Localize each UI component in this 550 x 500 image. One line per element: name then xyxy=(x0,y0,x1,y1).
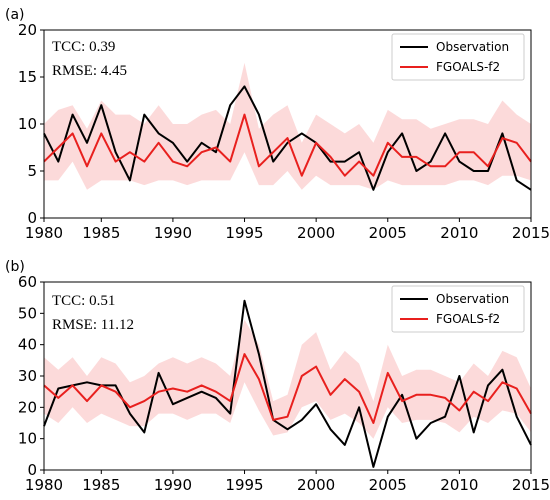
panel-b-model-line xyxy=(43,353,532,424)
panel-b-x-tick-label: 1980 xyxy=(25,476,63,494)
panel-a-x-tick-label: 1980 xyxy=(25,224,63,242)
panel-a-y-tick-label: 10 xyxy=(18,115,37,133)
panel-b-x-tick-label: 1990 xyxy=(154,476,192,494)
panel-a-legend-model-label: FGOALS-f2 xyxy=(436,60,500,74)
panel-a-y-tick-label: 15 xyxy=(18,68,37,86)
panel-a-x-tick-label: 1995 xyxy=(225,224,263,242)
panel-a-y-tick-label: 0 xyxy=(27,209,37,227)
panel-a-observation-line xyxy=(43,85,532,191)
panel-a-y-tick-label: 20 xyxy=(18,21,37,39)
panel-b-legend-model-label: FGOALS-f2 xyxy=(436,312,500,326)
panel-b-y-tick-label: 40 xyxy=(18,336,37,354)
panel-b-y-tick-label: 30 xyxy=(18,367,37,385)
panel-a-spread-band xyxy=(44,62,531,190)
panel-b-x-tick-label: 2005 xyxy=(369,476,407,494)
panel-b-x-tick-label: 2000 xyxy=(297,476,335,494)
panel-b-legend: Observation FGOALS-f2 xyxy=(391,285,525,333)
panel-a-label: (a) xyxy=(5,7,25,23)
panel-b-legend-box xyxy=(391,285,525,333)
panel-a-x-tick-label: 1990 xyxy=(154,224,192,242)
panel-b-x-tick-label: 1985 xyxy=(82,476,120,494)
panel-b-y-tick-label: 60 xyxy=(18,273,37,291)
panel-b-y-tick-label: 10 xyxy=(18,430,37,448)
panel-b-y-tick-label: 20 xyxy=(18,398,37,416)
panel-a-legend-observation-label: Observation xyxy=(436,40,509,54)
panel-b-x-tick-label: 2015 xyxy=(512,476,550,494)
panel-b-spread-band xyxy=(44,319,531,439)
panel-a-x-tick-label: 2010 xyxy=(440,224,478,242)
panel-b-label: (b) xyxy=(5,259,25,275)
panel-b-tcc-text: TCC: 0.51 xyxy=(52,293,115,309)
panel-a-x-tick-label: 2000 xyxy=(297,224,335,242)
panel-a-model-line xyxy=(43,113,532,177)
panel-b-legend-observation-label: Observation xyxy=(436,292,509,306)
panel-a-plot-area: 1980 1985 1990 1995 2000 2005 2010 2015 0 5 10 15 20 xyxy=(18,21,550,242)
panel-a-x-tick-label: 2015 xyxy=(512,224,550,242)
panel-a-legend: Observation FGOALS-f2 xyxy=(391,33,525,81)
panel-b-x-tick-label: 1995 xyxy=(225,476,263,494)
panel-b-plot-area: 1980 1985 1990 1995 2000 2005 2010 2015 0 10 20 30 4… xyxy=(18,273,550,494)
panel-a-rmse-text: RMSE: 4.45 xyxy=(52,63,127,79)
panel-a-tcc-text: TCC: 0.39 xyxy=(52,39,115,55)
panel-b-y-tick-label: 0 xyxy=(27,461,37,479)
panel-a-y-tick-label: 5 xyxy=(27,162,37,180)
panel-a-x-tick-label: 1985 xyxy=(82,224,120,242)
panel-a-legend-box xyxy=(391,33,525,81)
panel-a-x-tick-label: 2005 xyxy=(369,224,407,242)
panel-b-x-tick-label: 2010 xyxy=(440,476,478,494)
panel-a: (a) 1980 1985 1990 1995 2000 2005 2010 20150510… xyxy=(5,7,550,242)
panel-b-y-tick-label: 50 xyxy=(18,304,37,322)
panel-b: (b) 1980 1985 1990 1995 2000 2005 2010 2015 0 10 2… xyxy=(5,259,550,494)
panel-b-rmse-text: RMSE: 11.12 xyxy=(52,317,134,333)
